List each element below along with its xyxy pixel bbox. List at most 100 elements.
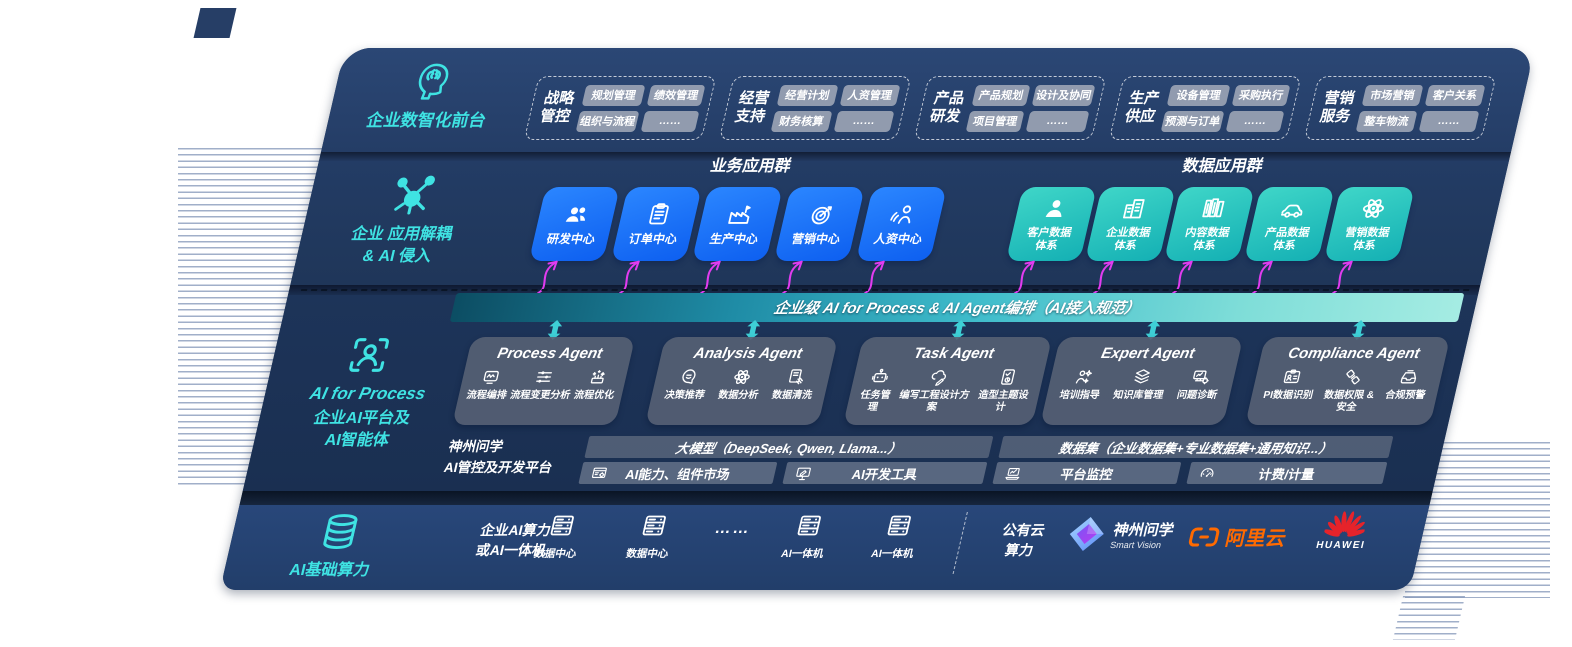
group-name: 经营 支持 — [733, 90, 772, 125]
flow-arrow — [1171, 260, 1193, 295]
flow-arrow — [863, 260, 885, 295]
content-bars-icon — [1196, 195, 1229, 222]
car-icon — [1276, 195, 1309, 222]
module-chip: 组织与流程 — [575, 110, 640, 132]
module-chip: 项目管理 — [965, 110, 1025, 132]
diagnose-icon — [1189, 367, 1214, 387]
ai-for-process-label: AI for Process — [307, 384, 428, 403]
cloud-pen-icon — [926, 367, 951, 387]
scanline-artifact-corner — [1392, 596, 1466, 640]
module-chip: …… — [640, 110, 700, 132]
layers-icon — [1130, 367, 1155, 387]
optimize-icon — [586, 367, 611, 387]
double-arrow-icon — [951, 320, 967, 340]
infrastructure-label: AI基础算力 — [287, 562, 372, 579]
flow-arrow — [699, 260, 721, 295]
hr-person-icon — [887, 201, 920, 228]
permission-icon — [1341, 367, 1366, 387]
business-group-title: 业务应用群 — [708, 158, 793, 175]
server-icon — [545, 512, 578, 539]
agent-box-expert: Expert Agent 培训指导 知识库管理 问题诊断 — [1039, 337, 1244, 425]
architecture-panel: 企业数智化前台 战略 管控 规划管理 绩效管理 组织与流程 …… 经营 支持 经营计… — [219, 48, 1536, 590]
dataset-bar: 数据集（企业数据集+专业数据集+通用知识...） — [998, 436, 1394, 458]
layer-divider-dashed-line — [300, 289, 1470, 291]
front-office-group-production: 生产 供应 设备管理 采购执行 预测与订单 …… — [1108, 76, 1302, 140]
double-arrow-icon — [547, 320, 563, 340]
group-name: 生产 供应 — [1123, 90, 1162, 125]
flow-arrow — [1251, 260, 1273, 295]
decoupling-label: 企业 应用解耦 & AI 侵入 — [349, 226, 455, 265]
platform-label: 神州问学 AI管控及开发平台 — [442, 439, 554, 475]
module-chip: …… — [833, 110, 895, 132]
agent-box-analysis: Analysis Agent 决策推荐 数据分析 数据清洗 — [644, 337, 839, 425]
person-icon — [1038, 195, 1071, 222]
aliyun-logo — [1189, 526, 1220, 547]
module-chip: 整车物流 — [1355, 110, 1418, 132]
group-name: 营销 服务 — [1318, 90, 1357, 125]
module-chip: 设备管理 — [1166, 84, 1231, 106]
sliders-icon — [532, 367, 557, 387]
module-chip: 财务核算 — [770, 110, 833, 132]
smartvision-logo — [1069, 517, 1104, 551]
id-card-icon — [1280, 367, 1305, 387]
module-chip: 绩效管理 — [646, 84, 706, 106]
training-icon — [1072, 367, 1097, 387]
module-chip: 产品规划 — [971, 84, 1031, 106]
compute-node: 数据中心 — [514, 512, 605, 561]
corner-artifact — [193, 8, 237, 38]
robot-icon — [867, 367, 892, 387]
design-board-icon — [995, 367, 1020, 387]
database-icon — [312, 512, 368, 554]
module-chip: 人资管理 — [839, 84, 901, 106]
public-cloud-label: 公有云 算力 — [1000, 522, 1047, 559]
atom-icon — [1356, 195, 1389, 222]
module-chip: 经营计划 — [776, 84, 839, 106]
factory-icon — [723, 201, 756, 228]
compute-node: AI一体机 — [851, 512, 942, 561]
monitor-bar: 平台监控 — [992, 462, 1182, 484]
vendor-huawei: HUAWEI — [1315, 510, 1373, 551]
module-chip: 预测与订单 — [1160, 110, 1225, 132]
devtools-bar: AI开发工具 — [782, 462, 988, 484]
agent-box-process: Process Agent 流程编排 流程变更分析 流程优化 — [451, 337, 636, 425]
clipboard-icon — [642, 201, 675, 228]
agent-box-task: Task Agent 任务管理 编写工程设计方案 造型主题设计 — [842, 337, 1053, 425]
band-edge — [318, 152, 1511, 161]
team-icon — [560, 201, 593, 228]
front-office-label: 企业数智化前台 — [364, 111, 488, 130]
decision-head-icon — [677, 367, 702, 387]
compute-node: 数据中心 — [606, 512, 697, 561]
module-chip: 采购执行 — [1231, 84, 1291, 106]
ellipsis-nodes: …… — [713, 520, 754, 537]
alert-tray-icon — [1397, 367, 1422, 387]
flow-arrow — [781, 260, 803, 295]
front-office-group-product: 产品 研发 产品规划 设计及协同 项目管理 …… — [913, 76, 1107, 140]
huawei-logo — [1323, 511, 1366, 537]
flow-arrow — [1092, 260, 1114, 295]
agent-box-compliance: Compliance Agent PI数据识别 数据权限 & 安全 合规预警 — [1244, 337, 1451, 425]
flow-arrow — [536, 260, 558, 295]
atom-icon — [730, 367, 755, 387]
laptop-chart-icon — [1003, 465, 1024, 482]
model-bar: 大模型（DeepSeek, Qwen, Llama...） — [584, 436, 994, 458]
double-arrow-icon — [1145, 320, 1161, 340]
band-edge — [239, 491, 1433, 505]
module-chip: …… — [1225, 110, 1285, 132]
screen-pen-icon — [793, 465, 814, 482]
flow-arrow — [1331, 260, 1353, 295]
module-chip: 规划管理 — [581, 84, 646, 106]
ai-platform-label: 企业AI平台及 AI智能体 — [311, 410, 412, 449]
vendor-smartvision: 神州问学 Smart Vision — [1065, 516, 1177, 552]
module-chip: …… — [1418, 110, 1480, 132]
molecule-icon — [380, 172, 447, 218]
server-icon — [792, 512, 825, 539]
building-icon — [1117, 195, 1150, 222]
flow-arrow — [618, 260, 640, 295]
flow-monitor-icon — [479, 367, 504, 387]
target-icon — [805, 201, 838, 228]
front-office-group-strategy: 战略 管控 规划管理 绩效管理 组织与流程 …… — [523, 76, 717, 140]
front-office-group-marketing: 营销 服务 市场营销 客户关系 整车物流 …… — [1303, 76, 1497, 140]
double-arrow-icon — [1351, 320, 1367, 340]
group-name: 产品 研发 — [928, 90, 967, 125]
billing-bar: 计费/计量 — [1186, 462, 1388, 484]
